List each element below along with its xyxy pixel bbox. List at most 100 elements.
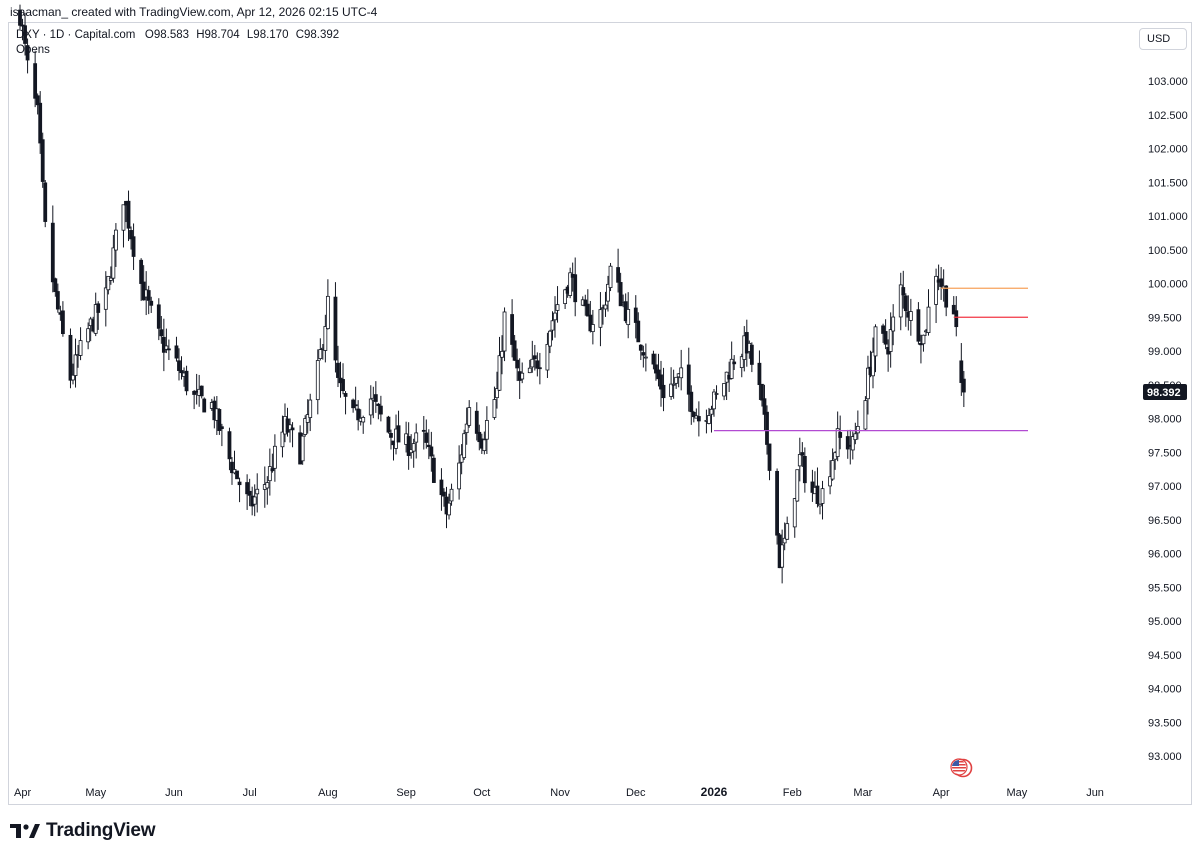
candle[interactable] bbox=[939, 266, 944, 300]
candle[interactable] bbox=[901, 270, 906, 309]
candle[interactable] bbox=[757, 350, 762, 400]
candle[interactable] bbox=[35, 93, 40, 115]
candle[interactable] bbox=[245, 474, 250, 510]
candle[interactable] bbox=[482, 431, 487, 455]
candle[interactable] bbox=[563, 288, 568, 310]
candle[interactable] bbox=[426, 429, 431, 460]
candle[interactable] bbox=[853, 422, 858, 445]
candle[interactable] bbox=[386, 415, 391, 434]
candle[interactable] bbox=[300, 432, 305, 465]
candle[interactable] bbox=[855, 410, 860, 440]
candle[interactable] bbox=[590, 309, 595, 345]
candle[interactable] bbox=[308, 393, 313, 432]
candle[interactable] bbox=[414, 423, 419, 459]
candle[interactable] bbox=[515, 348, 520, 382]
candle[interactable] bbox=[237, 477, 242, 503]
candle[interactable] bbox=[686, 347, 691, 412]
candle[interactable] bbox=[411, 438, 416, 468]
symbol-legend[interactable]: DXY · 1D · Capital.com O98.583 H98.704 L… bbox=[16, 29, 343, 41]
candle[interactable] bbox=[775, 468, 779, 545]
candle[interactable] bbox=[830, 448, 835, 481]
candle[interactable] bbox=[739, 353, 744, 378]
candle[interactable] bbox=[871, 337, 875, 389]
candle[interactable] bbox=[93, 292, 98, 337]
candle[interactable] bbox=[641, 345, 646, 368]
candle[interactable] bbox=[462, 429, 467, 460]
candle[interactable] bbox=[780, 529, 785, 584]
candle[interactable] bbox=[618, 272, 623, 307]
candle[interactable] bbox=[55, 283, 60, 313]
candle[interactable] bbox=[457, 445, 462, 500]
candle[interactable] bbox=[921, 334, 926, 352]
candle[interactable] bbox=[535, 352, 540, 377]
candle[interactable] bbox=[532, 344, 537, 371]
candle[interactable] bbox=[219, 423, 224, 447]
candle[interactable] bbox=[270, 453, 275, 473]
candle[interactable] bbox=[121, 204, 126, 248]
candle[interactable] bbox=[767, 443, 772, 481]
candle[interactable] bbox=[442, 488, 446, 507]
candle[interactable] bbox=[815, 467, 820, 508]
candle[interactable] bbox=[951, 296, 956, 315]
candle[interactable] bbox=[305, 399, 310, 434]
candle[interactable] bbox=[598, 292, 603, 347]
symbol-name[interactable]: DXY · 1D · Capital.com bbox=[16, 29, 136, 41]
candle[interactable] bbox=[765, 405, 769, 455]
candle[interactable] bbox=[33, 50, 38, 108]
candle[interactable] bbox=[828, 460, 832, 495]
candle[interactable] bbox=[863, 396, 868, 430]
candle[interactable] bbox=[550, 311, 555, 341]
candle[interactable] bbox=[477, 424, 482, 451]
candle[interactable] bbox=[406, 422, 411, 470]
candle[interactable] bbox=[510, 299, 515, 358]
candle[interactable] bbox=[797, 437, 802, 482]
candle[interactable] bbox=[608, 262, 613, 292]
candle[interactable] bbox=[280, 415, 285, 458]
candle[interactable] bbox=[341, 363, 345, 395]
candle[interactable] bbox=[603, 291, 608, 317]
candle[interactable] bbox=[53, 277, 58, 297]
candle[interactable] bbox=[638, 344, 643, 361]
candle[interactable] bbox=[671, 369, 676, 399]
candle[interactable] bbox=[898, 272, 903, 331]
candle[interactable] bbox=[691, 410, 696, 423]
candle[interactable] bbox=[926, 289, 931, 336]
candle[interactable] bbox=[265, 476, 270, 505]
candle[interactable] bbox=[78, 327, 83, 361]
candle[interactable] bbox=[908, 298, 913, 336]
candle[interactable] bbox=[835, 411, 840, 462]
candle[interactable] bbox=[810, 469, 815, 502]
candle[interactable] bbox=[707, 407, 711, 425]
candle[interactable] bbox=[545, 332, 550, 378]
candle[interactable] bbox=[845, 429, 850, 459]
candle[interactable] bbox=[838, 415, 843, 450]
candle[interactable] bbox=[520, 362, 525, 384]
candle[interactable] bbox=[361, 415, 366, 434]
candle[interactable] bbox=[820, 480, 825, 520]
candle[interactable] bbox=[106, 275, 111, 295]
candle[interactable] bbox=[555, 286, 560, 323]
candle[interactable] bbox=[333, 282, 338, 373]
candle[interactable] bbox=[353, 386, 358, 411]
candle[interactable] bbox=[674, 376, 679, 389]
candle[interactable] bbox=[421, 415, 426, 450]
candle[interactable] bbox=[800, 442, 805, 467]
candle[interactable] bbox=[722, 383, 726, 401]
candle[interactable] bbox=[177, 348, 181, 381]
candle[interactable] bbox=[464, 407, 469, 445]
candle[interactable] bbox=[626, 292, 631, 339]
candle[interactable] bbox=[916, 302, 921, 345]
candle[interactable] bbox=[467, 400, 472, 428]
candle[interactable] bbox=[43, 179, 48, 228]
candle[interactable] bbox=[40, 132, 45, 188]
candle[interactable] bbox=[396, 410, 401, 443]
candle[interactable] bbox=[696, 401, 701, 437]
candle[interactable] bbox=[527, 359, 532, 374]
candle[interactable] bbox=[378, 395, 383, 422]
candle[interactable] bbox=[351, 398, 356, 413]
candle[interactable] bbox=[318, 338, 323, 361]
candle[interactable] bbox=[303, 415, 308, 437]
candle[interactable] bbox=[850, 431, 855, 460]
candle[interactable] bbox=[654, 353, 658, 381]
